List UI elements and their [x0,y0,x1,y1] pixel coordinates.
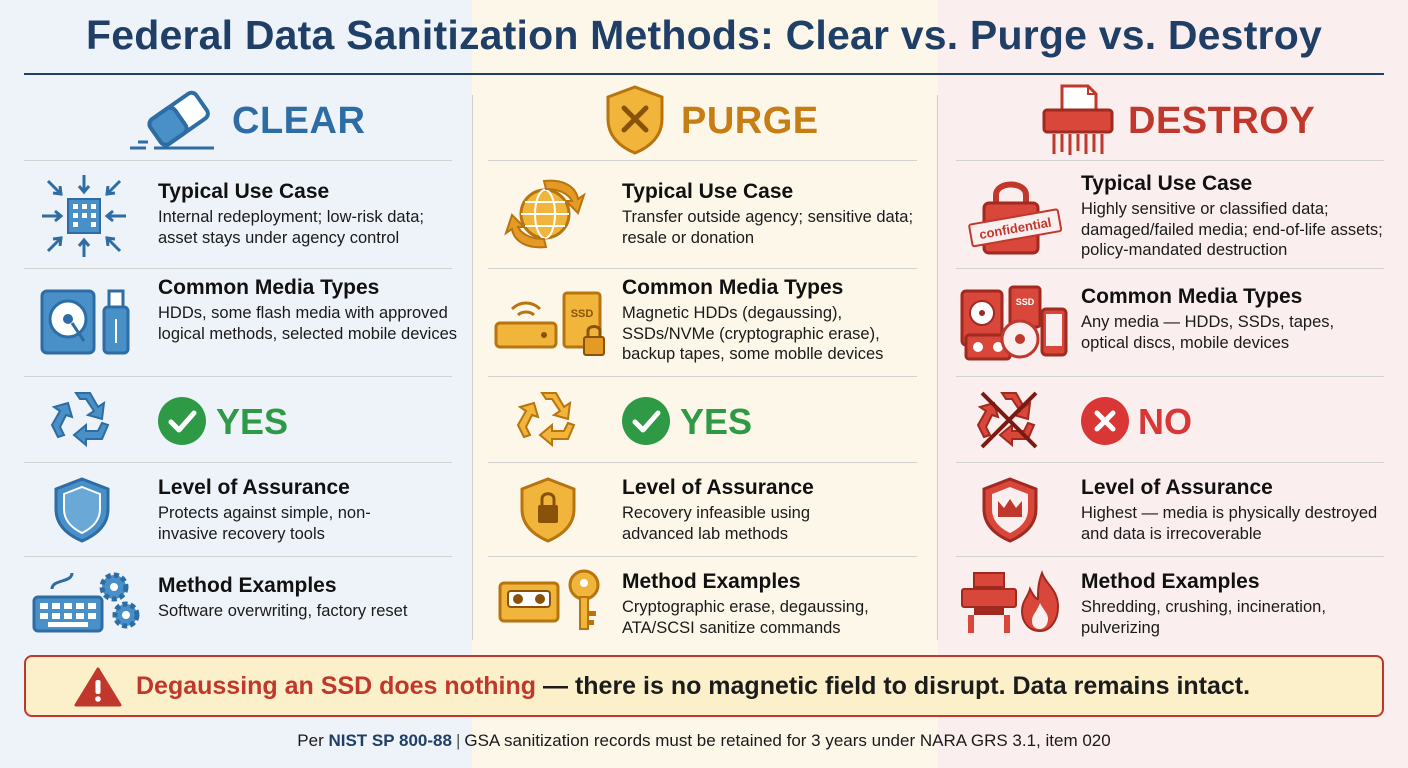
footer-separator: | [455,731,461,750]
assurance-title: Level of Assurance [1081,476,1273,499]
shredder-icon [1040,82,1116,163]
media-title: Common Media Types [158,276,380,299]
destroy-column-background [938,0,1408,768]
clear-header: CLEAR [24,82,452,160]
clear-use-case-row: Typical Use Case Internal redeployment; … [24,160,452,268]
clear-methods-row: Method Examples Software overwriting, fa… [24,556,452,642]
purge-use-case-row: Typical Use Case Transfer outside agency… [488,160,917,268]
tape-key-icon [498,567,608,638]
purge-methods-row: Method Examples Cryptographic erase, deg… [488,556,917,642]
purge-assurance-text: Recovery infeasible using advanced lab m… [622,504,811,543]
recycle-icon [516,387,582,458]
use-case-title: Typical Use Case [1081,172,1253,195]
methods-title: Method Examples [622,570,801,593]
ssd-chip-label: SSD [571,308,594,320]
clear-reuse-verdict: YES [216,401,289,442]
methods-title: Method Examples [1081,570,1260,593]
keyboard-gears-icon [32,569,142,640]
crusher-fire-icon [960,569,1068,640]
check-icon [158,397,206,445]
recycle-crossed-icon [976,387,1042,458]
eraser-icon [124,86,224,161]
globe-transfer-icon [504,173,586,260]
standard-reference: NIST SP 800-88 [328,731,452,750]
clear-label: CLEAR [232,100,366,142]
hdd-usb-icon [38,287,138,362]
clear-methods-text: Software overwriting, factory reset [158,602,408,620]
media-stack-icon: SSD [958,283,1070,368]
check-icon [622,397,670,445]
purge-media-row: SSD Common Media Types Magnetic HDDs (de… [488,268,917,376]
shield-icon [52,475,112,550]
methods-title: Method Examples [158,574,337,597]
x-circle-icon [1081,397,1129,445]
title-divider [24,73,1384,75]
building-arrows-icon [38,171,130,266]
purge-column: PURGE Typical Use Case Transfer outside … [488,82,917,642]
column-divider [472,95,473,640]
shield-x-icon [604,84,666,161]
destroy-reuse-row: NO [956,376,1384,462]
destroy-column: DESTROY confidential Typical Use Case Hi… [956,82,1384,642]
purge-methods-text: Cryptographic erase, degaussing, ATA/SCS… [622,598,869,637]
confidential-lock-icon: confidential [966,175,1066,264]
router-ssd-lock-icon: SSD [492,287,608,364]
media-title: Common Media Types [622,276,844,299]
purge-reuse-row: YES [488,376,917,462]
destroy-label: DESTROY [1128,100,1316,142]
purge-label: PURGE [681,100,819,142]
purge-reuse-verdict: YES [680,401,753,442]
purge-column-background [472,0,938,768]
column-divider [937,95,938,640]
warning-icon [74,666,122,713]
assurance-title: Level of Assurance [622,476,814,499]
footer-prefix: Per [297,731,329,750]
destroy-header: DESTROY [956,82,1384,160]
destroy-media-row: SSD Common Media Types Any media — HDDs,… [956,268,1384,376]
use-case-title: Typical Use Case [158,180,330,203]
warning-message: Degaussing an SSD does nothing — there i… [136,672,1250,701]
purge-use-case-text: Transfer outside agency; sensitive data;… [622,208,914,247]
clear-assurance-text: Protects against simple, non-invasive re… [158,504,371,543]
destroy-use-case-row: confidential Typical Use Case Highly sen… [956,160,1384,268]
ssd-chip-label: SSD [1016,297,1035,307]
clear-media-text: HDDs, some flash media with approved log… [158,304,457,343]
destroy-methods-row: Method Examples Shredding, crushing, inc… [956,556,1384,642]
warning-highlight: Degaussing an SSD does nothing [136,672,537,700]
media-title: Common Media Types [1081,285,1303,308]
destroy-use-case-text: Highly sensitive or classified data; dam… [1081,200,1383,259]
purge-assurance-row: Level of Assurance Recovery infeasible u… [488,462,917,556]
use-case-title: Typical Use Case [622,180,794,203]
footer-note: Per NIST SP 800-88 | GSA sanitization reco… [0,731,1408,751]
warning-banner: Degaussing an SSD does nothing — there i… [24,655,1384,717]
clear-column: CLEAR [24,82,457,642]
clear-use-case-text: Internal redeployment; low-risk data; as… [158,208,424,247]
shield-crown-icon [980,475,1040,550]
warning-rest: — there is no magnetic field to disrupt.… [536,672,1251,700]
footer-text: GSA sanitization records must be retaine… [464,731,1111,750]
assurance-title: Level of Assurance [158,476,350,499]
destroy-assurance-row: Level of Assurance Highest — media is ph… [956,462,1384,556]
purge-header: PURGE [488,82,917,160]
recycle-icon [50,387,116,458]
clear-column-background [0,0,472,768]
clear-media-row: Common Media Types HDDs, some flash medi… [24,268,457,376]
clear-assurance-row: Level of Assurance Protects against simp… [24,462,452,556]
purge-media-text: Magnetic HDDs (degaussing), SSDs/NVMe (c… [622,304,884,363]
destroy-media-text: Any media — HDDs, SSDs, tapes, optical d… [1081,313,1335,352]
clear-reuse-row: YES [24,376,452,462]
page-title: Federal Data Sanitization Methods: Clear… [86,12,1322,58]
destroy-assurance-text: Highest — media is physically destroyed … [1081,504,1378,543]
destroy-reuse-verdict: NO [1138,401,1192,442]
shield-lock-icon [518,475,578,550]
destroy-methods-text: Shredding, crushing, incineration, pulve… [1081,598,1326,637]
